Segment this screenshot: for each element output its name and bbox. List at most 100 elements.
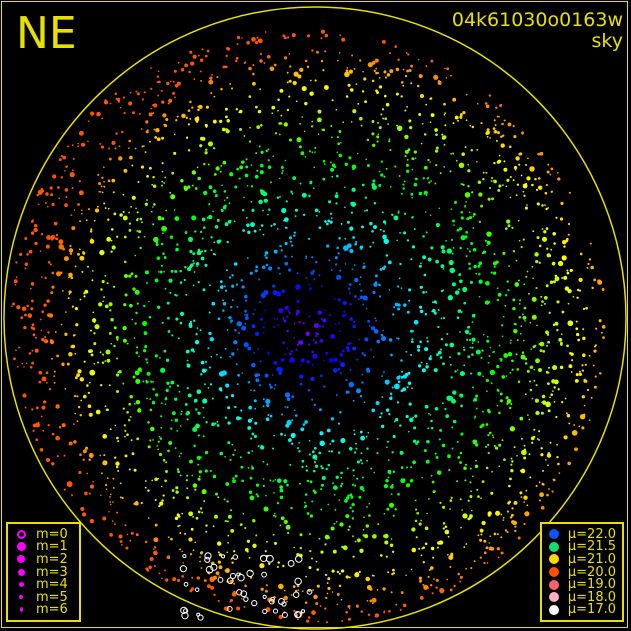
star-point <box>218 565 223 570</box>
star-point <box>249 476 253 480</box>
star-point <box>425 65 428 68</box>
star-point <box>247 418 252 423</box>
star-point <box>481 423 485 427</box>
star-point <box>157 70 160 73</box>
star-point <box>549 173 552 176</box>
star-point <box>446 248 453 254</box>
star-point <box>69 171 75 178</box>
star-point <box>555 216 558 219</box>
star-point <box>225 383 230 388</box>
star-point <box>459 371 465 377</box>
star-point <box>225 395 229 399</box>
star-point <box>304 155 307 158</box>
star-point <box>390 538 393 540</box>
star-point <box>526 176 531 181</box>
star-point <box>380 412 383 415</box>
star-point <box>146 397 148 400</box>
star-point <box>372 143 376 147</box>
star-point <box>254 174 259 179</box>
star-point <box>257 445 260 448</box>
star-point <box>311 500 314 503</box>
star-point <box>432 490 436 494</box>
star-point <box>548 254 552 258</box>
star-point <box>531 314 537 320</box>
star-point <box>223 190 227 193</box>
star-point <box>32 333 36 337</box>
star-point <box>129 415 132 418</box>
star-point <box>193 319 196 322</box>
star-point <box>543 296 548 300</box>
star-point <box>560 201 564 205</box>
star-point <box>197 510 201 514</box>
star-point <box>231 561 234 564</box>
star-point <box>581 369 585 372</box>
star-point <box>226 551 228 554</box>
horizon-circle <box>3 6 627 630</box>
star-point <box>313 594 318 600</box>
star-point <box>466 217 470 221</box>
star-point <box>181 512 184 515</box>
star-point <box>527 157 529 160</box>
star-point <box>298 450 301 453</box>
star-point <box>279 195 281 198</box>
star-point <box>486 335 489 338</box>
star-point <box>170 419 173 422</box>
star-point <box>513 165 518 170</box>
star-point <box>161 577 163 580</box>
star-point <box>170 537 173 541</box>
star-point <box>400 591 404 594</box>
star-point <box>442 527 445 530</box>
star-point <box>492 261 498 266</box>
star-point <box>254 407 257 410</box>
star-point <box>153 184 157 188</box>
star-point <box>50 291 54 295</box>
star-point <box>368 502 371 505</box>
star-point <box>447 535 450 538</box>
star-point <box>87 391 90 394</box>
star-point <box>177 525 180 528</box>
star-point <box>423 190 428 195</box>
star-point <box>203 500 206 503</box>
star-point <box>231 352 235 356</box>
star-point <box>499 392 503 396</box>
star-point <box>232 453 235 456</box>
star-point <box>297 589 300 592</box>
star-point <box>161 162 164 165</box>
star-point <box>100 288 103 291</box>
star-point <box>428 568 431 572</box>
star-point <box>370 348 372 351</box>
star-point <box>15 349 17 352</box>
star-point <box>231 274 234 277</box>
star-point <box>298 321 300 324</box>
star-point <box>460 404 463 408</box>
star-point <box>460 211 463 214</box>
star-point <box>456 369 459 371</box>
star-point <box>423 584 429 590</box>
star-point <box>509 477 512 481</box>
star-point <box>414 499 417 502</box>
star-point <box>343 186 346 189</box>
star-point <box>118 534 123 539</box>
star-point <box>264 251 269 255</box>
star-point <box>513 446 516 449</box>
star-point <box>148 565 152 570</box>
star-point <box>313 461 316 464</box>
star-point <box>266 404 270 408</box>
star-point <box>290 350 293 353</box>
star-point <box>415 508 418 511</box>
star-point <box>14 283 17 286</box>
star-point <box>49 186 53 190</box>
star-point <box>560 343 563 346</box>
star-point <box>344 263 347 265</box>
star-point <box>538 261 541 264</box>
star-point <box>340 471 343 475</box>
magnitude-legend-entry: m=5 <box>14 590 73 605</box>
star-point <box>115 389 120 394</box>
star-point <box>317 333 320 336</box>
star-point <box>171 334 174 337</box>
star-point <box>295 312 298 315</box>
star-point <box>189 459 193 464</box>
star-point <box>439 356 443 359</box>
star-point <box>490 491 494 495</box>
star-point <box>215 166 220 171</box>
